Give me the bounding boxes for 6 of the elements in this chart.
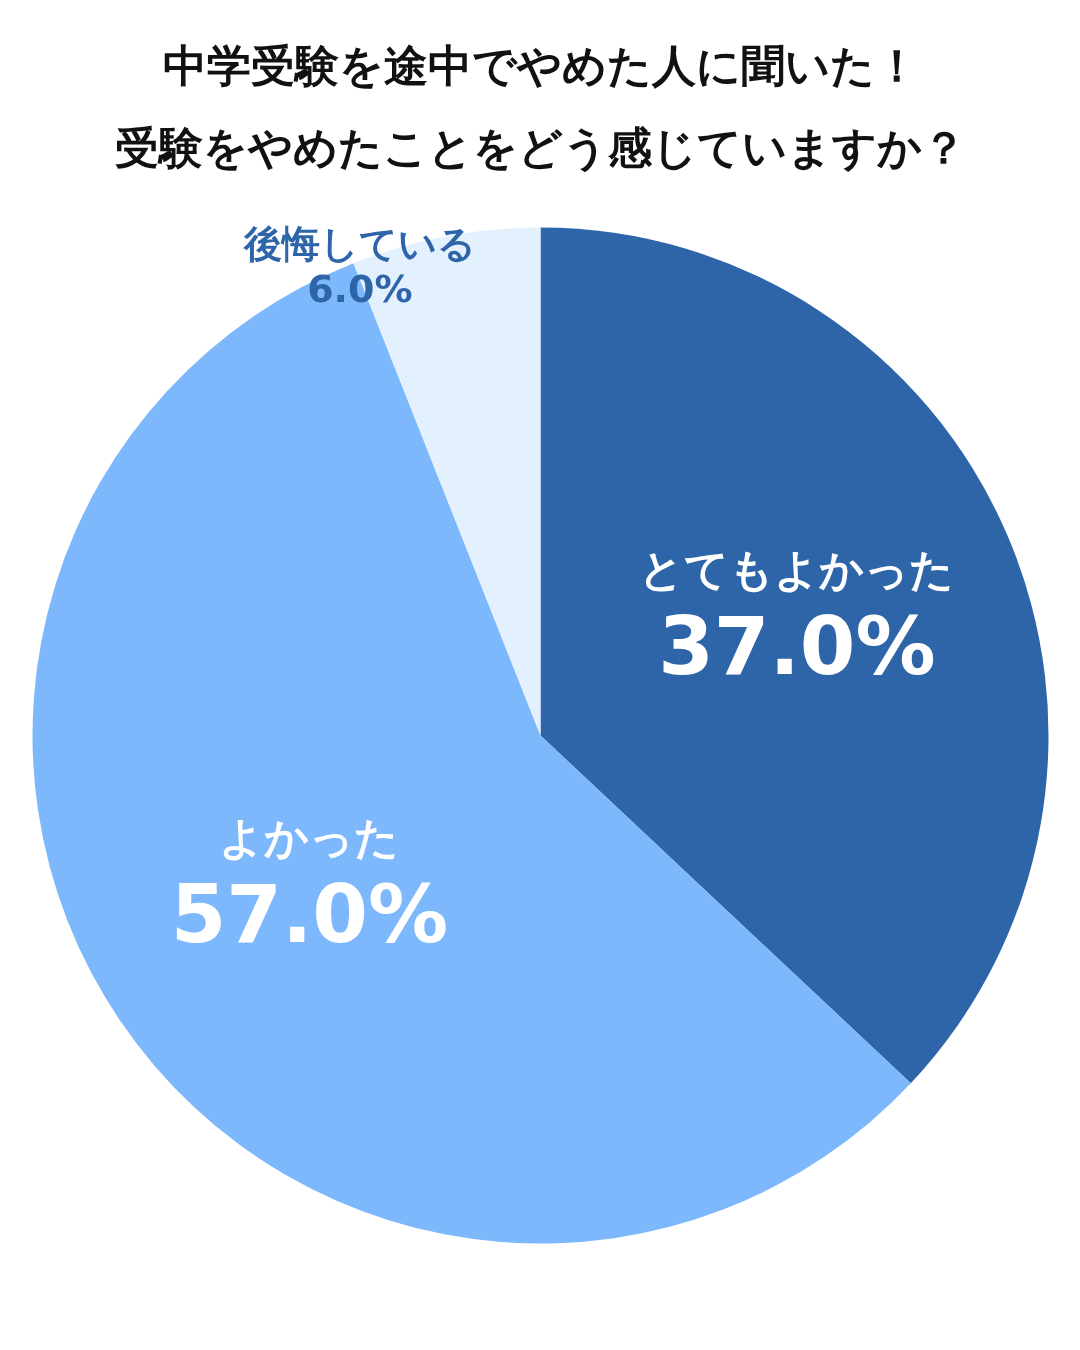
slice-label: とてもよかった (639, 544, 955, 596)
data-label: 37.0% (658, 600, 936, 694)
data-label: 57.0% (170, 868, 449, 962)
chart-title: 中学受験を途中でやめた人に聞いた！受験をやめたことをどう感じていますか？ (115, 40, 966, 173)
slice-label: よかった (219, 812, 400, 864)
slice-label: 後悔している (242, 222, 476, 267)
